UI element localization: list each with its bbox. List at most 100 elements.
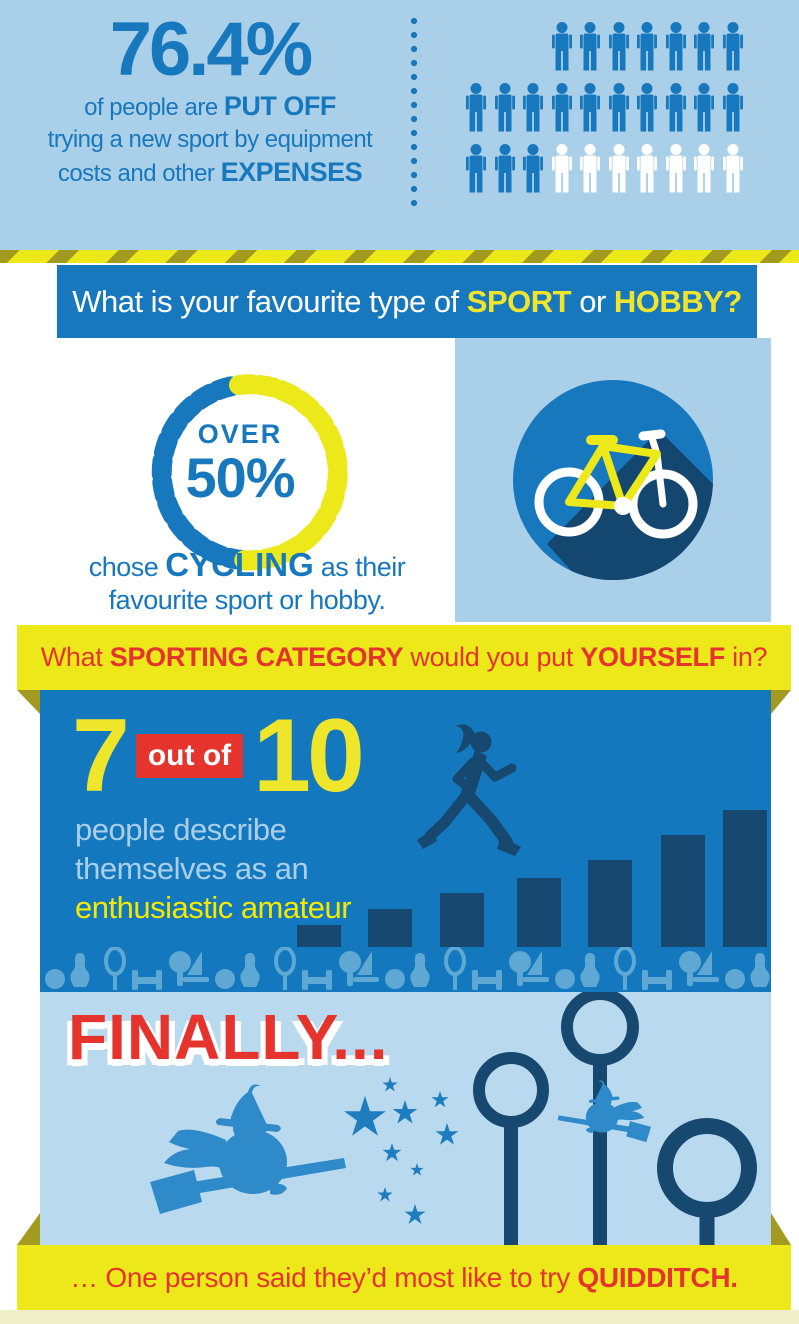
person-icon bbox=[637, 144, 657, 193]
q1-accent-sport: SPORT bbox=[466, 283, 572, 319]
seven-out-of-ten: 7 out of 10 bbox=[72, 698, 365, 814]
question-category-text: What SPORTING CATEGORY would you put YOU… bbox=[41, 642, 768, 673]
person-icon bbox=[694, 22, 714, 71]
chain-center-label: OVER 50% bbox=[130, 352, 350, 572]
stat-line-1: of people are PUT OFF bbox=[40, 90, 380, 124]
q1-part: What is your favourite type of bbox=[72, 283, 467, 319]
person-icon bbox=[494, 83, 515, 132]
bar bbox=[517, 878, 561, 947]
person-icon bbox=[694, 144, 714, 193]
bar bbox=[297, 925, 341, 947]
bicycle-panel bbox=[455, 338, 771, 622]
amateur-desc-line-2: themselves as an bbox=[75, 851, 309, 886]
dotted-divider bbox=[410, 14, 418, 214]
person-icon bbox=[608, 144, 629, 193]
person-icon bbox=[722, 83, 743, 132]
person-icon bbox=[523, 83, 543, 132]
person-icon bbox=[551, 144, 572, 193]
person-icon bbox=[551, 22, 572, 71]
person-icon bbox=[580, 22, 600, 71]
pictogram-row bbox=[465, 22, 744, 72]
ribbon-fold bbox=[771, 690, 791, 714]
stat-block: 76.4% of people are PUT OFF trying a new… bbox=[40, 10, 380, 190]
big-number-10: 10 bbox=[253, 698, 365, 814]
person-icon bbox=[494, 144, 515, 193]
person-icon bbox=[665, 22, 686, 71]
bar bbox=[368, 909, 412, 947]
stat-line-3: costs and other EXPENSES bbox=[40, 156, 380, 190]
person-icon bbox=[466, 83, 486, 132]
q2-part: What bbox=[40, 642, 110, 672]
bar bbox=[723, 810, 767, 947]
bar bbox=[661, 835, 705, 947]
question-sport-text: What is your favourite type of SPORT or … bbox=[72, 284, 742, 320]
person-icon bbox=[665, 144, 686, 193]
person-icon bbox=[694, 83, 714, 132]
out-of-badge: out of bbox=[135, 734, 244, 778]
q2-accent-yourself: YOURSELF bbox=[580, 642, 725, 672]
q2-part: would you put bbox=[403, 642, 581, 672]
caption-cycling-bold: CYCLING bbox=[165, 546, 314, 583]
pictogram bbox=[465, 22, 744, 205]
finally-title: FINALLY... bbox=[68, 1001, 389, 1073]
person-icon bbox=[722, 144, 743, 193]
ribbon-fold bbox=[17, 690, 40, 714]
stat-line-3-bold: EXPENSES bbox=[220, 156, 363, 187]
q1-accent-hobby: HOBBY? bbox=[613, 283, 742, 319]
bicycle-icon bbox=[513, 380, 713, 580]
q2-accent-category: SPORTING CATEGORY bbox=[109, 642, 404, 672]
person-icon bbox=[466, 144, 486, 193]
q2-part: in? bbox=[724, 642, 768, 672]
bar bbox=[588, 860, 632, 947]
footer-accent-quidditch: QUIDDITCH. bbox=[577, 1261, 738, 1293]
person-icon bbox=[608, 22, 629, 71]
ribbon-fold bbox=[771, 1213, 791, 1245]
q1-part: or bbox=[571, 283, 614, 319]
sports-equipment-pattern bbox=[40, 947, 771, 992]
person-icon bbox=[637, 22, 657, 71]
person-icon bbox=[722, 22, 743, 71]
bar bbox=[440, 893, 484, 947]
question-category-band: What SPORTING CATEGORY would you put YOU… bbox=[17, 625, 791, 690]
big-number-7: 7 bbox=[72, 698, 130, 814]
caption-line-2: favourite sport or hobby. bbox=[108, 585, 386, 615]
question-sport-band: What is your favourite type of SPORT or … bbox=[57, 265, 757, 338]
ribbon-fold bbox=[17, 1213, 40, 1245]
person-icon bbox=[580, 144, 600, 193]
sports-icon-band bbox=[40, 947, 771, 992]
stat-value: 76.4% bbox=[109, 7, 314, 92]
person-icon bbox=[608, 83, 629, 132]
stat-line-1-text: of people are bbox=[84, 93, 224, 121]
amateur-description: people describe themselves as an enthusi… bbox=[75, 810, 352, 927]
footer-quote-band: … One person said they’d most like to tr… bbox=[17, 1245, 791, 1310]
person-icon bbox=[637, 83, 657, 132]
pictogram-row bbox=[465, 144, 744, 194]
amateur-panel: 7 out of 10 people describe themselves a… bbox=[40, 690, 771, 947]
person-icon bbox=[580, 83, 600, 132]
hazard-stripe-divider bbox=[0, 250, 799, 263]
person-icon bbox=[523, 144, 543, 193]
amateur-desc-line-3: enthusiastic amateur bbox=[75, 890, 352, 925]
stat-line-3-text: costs and other bbox=[57, 159, 221, 187]
bottom-strip bbox=[0, 1310, 799, 1324]
cycling-caption: chose CYCLING as their favourite sport o… bbox=[47, 548, 447, 617]
witch-on-broom-icon bbox=[150, 1084, 346, 1214]
finally-panel: FINALLY... bbox=[40, 992, 771, 1245]
witch-on-broom-icon bbox=[557, 1080, 652, 1143]
footer-text: … One person said they’d most like to tr… bbox=[70, 1262, 738, 1294]
over-label: OVER bbox=[197, 418, 283, 449]
stat-line-1-bold: PUT OFF bbox=[223, 90, 337, 121]
pictogram-row bbox=[465, 83, 744, 133]
stat-line-2: trying a new sport by equipment bbox=[47, 125, 373, 153]
percent-label: 50% bbox=[185, 445, 295, 509]
runner-silhouette-icon bbox=[417, 724, 521, 856]
caption-part: chose bbox=[88, 552, 166, 582]
person-icon bbox=[551, 83, 572, 132]
caption-part: as their bbox=[313, 552, 406, 582]
bike-chain-ring-icon bbox=[151, 374, 348, 571]
amateur-desc-line-1: people describe bbox=[75, 812, 287, 847]
person-icon bbox=[665, 83, 686, 132]
equipment-cost-stat-section: 76.4% of people are PUT OFF trying a new… bbox=[0, 0, 799, 250]
footer-part: … One person said they’d most like to tr… bbox=[70, 1261, 578, 1293]
